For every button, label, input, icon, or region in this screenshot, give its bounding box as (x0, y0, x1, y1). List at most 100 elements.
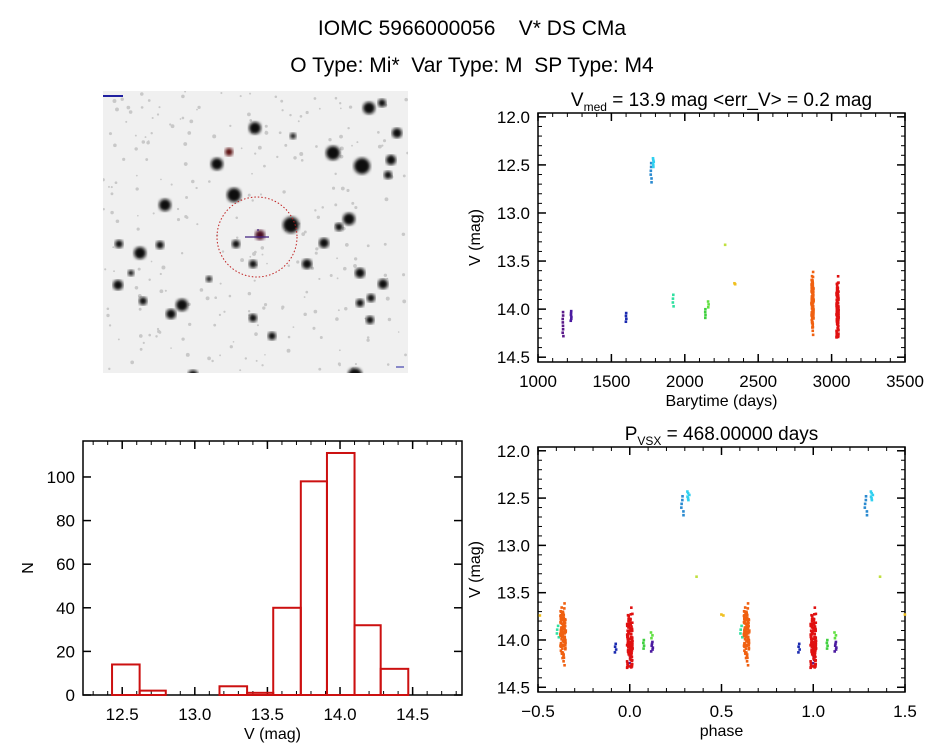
histogram-bar (138, 689, 167, 697)
noise-speck (334, 172, 337, 176)
noise-speck (135, 174, 138, 177)
noise-speck (263, 303, 268, 307)
star (378, 99, 386, 107)
noise-speck (181, 94, 185, 99)
phase-curve-point (742, 632, 746, 636)
noise-speck (305, 110, 309, 115)
noise-speck (334, 203, 338, 207)
histogram-bar (272, 606, 302, 696)
phase-curve-point (814, 612, 818, 616)
phase-curve-point (810, 614, 814, 618)
noise-speck (402, 174, 406, 178)
phase-curve-point (561, 656, 564, 660)
noise-speck (157, 329, 161, 334)
phase-curve-point (555, 628, 559, 631)
phase-curve-point (681, 498, 684, 502)
noise-speck (180, 252, 184, 255)
noise-speck (305, 290, 309, 294)
light-curve-point (837, 296, 840, 300)
noise-speck (319, 336, 323, 339)
noise-speck (117, 338, 120, 341)
phase-curve-point (686, 495, 689, 498)
phase-curve-point (745, 639, 749, 643)
phase-curve-point (562, 637, 566, 641)
phase-curve-point (649, 650, 653, 653)
phase-curve-point (814, 643, 818, 646)
noise-speck (386, 363, 390, 366)
star (283, 217, 299, 233)
noise-speck (318, 367, 322, 371)
phase-curve-point (813, 653, 816, 657)
star (343, 213, 355, 225)
light-curve-point (561, 314, 565, 317)
noise-speck (191, 179, 195, 184)
noise-speck (229, 345, 233, 349)
noise-speck (232, 340, 235, 343)
phase-curve-point (642, 641, 645, 645)
phase-curve-point (833, 631, 836, 634)
noise-speck (366, 336, 370, 339)
phase-curve-point (809, 660, 812, 663)
title-symbol: V (571, 90, 584, 111)
phase-curve-point (628, 654, 631, 657)
light-curve-point (707, 303, 710, 306)
light-curve-point (561, 317, 565, 321)
noise-speck (334, 96, 338, 100)
noise-speck (406, 151, 408, 155)
light-curve-point (671, 297, 675, 300)
light-curve-point (652, 165, 655, 169)
histogram-bar (299, 480, 328, 696)
noise-speck (339, 107, 342, 110)
phase-curve-point (626, 645, 630, 649)
phase-curve-point (556, 624, 560, 628)
light-curve-point (561, 331, 564, 335)
light-curve-point (836, 294, 840, 297)
phase-curve-point (627, 617, 631, 620)
x-tick-label: −0.5 (521, 702, 555, 721)
x-tick-label: 2000 (666, 372, 704, 391)
phase-curve-point (812, 622, 816, 626)
light-curve-point (703, 310, 707, 314)
noise-speck (104, 268, 107, 271)
noise-speck (156, 113, 160, 116)
noise-speck (286, 348, 291, 353)
noise-speck (299, 114, 303, 118)
phase-curve-point (797, 645, 800, 648)
phase-curve-point (563, 622, 566, 626)
histogram-bar (379, 667, 410, 697)
y-axis-label: N (20, 562, 37, 574)
noise-speck (339, 134, 343, 139)
y-tick-label: 14.0 (497, 631, 530, 650)
noise-speck (282, 190, 286, 194)
phase-curve-point (745, 618, 749, 622)
noise-speck (261, 364, 264, 367)
noise-speck (184, 215, 188, 219)
light-curve-point (811, 329, 815, 333)
noise-speck (115, 107, 119, 112)
phase-curve-point (811, 617, 814, 620)
phase-curve-point (628, 661, 631, 665)
light-curve-point (672, 293, 675, 297)
noise-speck (110, 192, 114, 196)
noise-speck (128, 110, 133, 114)
phase-curve-point (744, 644, 748, 648)
plot-title: Vmed = 13.9 mag <err_V> = 0.2 mag (571, 90, 872, 114)
phase-curve-point (810, 620, 814, 623)
phase-curve-point (562, 653, 565, 656)
phase-curve-point (559, 619, 563, 623)
plot-title: PVSX = 468.00000 days (625, 424, 819, 448)
noise-speck (331, 186, 336, 190)
light-curve-point (569, 313, 573, 317)
star (348, 368, 362, 373)
light-curve-point (836, 323, 839, 327)
phase-curve-point (627, 626, 630, 629)
light-curve-point (810, 285, 814, 289)
phase-curve-point (559, 633, 562, 637)
star (176, 299, 188, 311)
phase-curve-point (642, 638, 646, 642)
noise-speck (336, 277, 339, 280)
phase-curve-point (686, 490, 689, 493)
phase-curve-point (746, 637, 749, 641)
search-radius-circle (216, 196, 298, 278)
noise-speck (318, 107, 321, 110)
